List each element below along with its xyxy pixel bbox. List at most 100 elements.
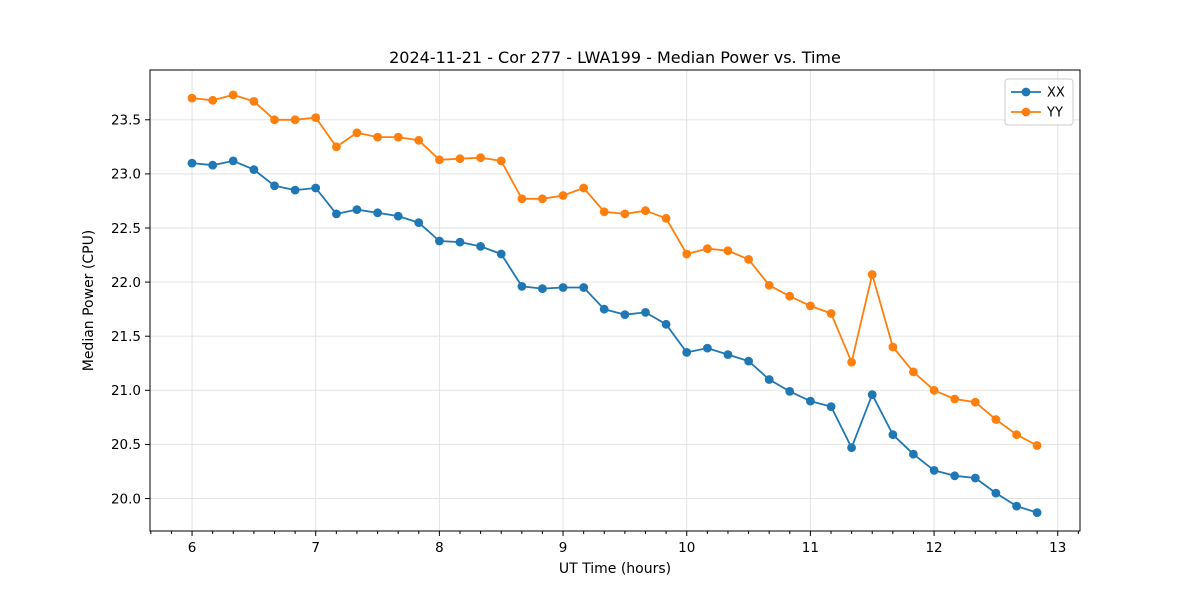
series-XX-marker — [744, 356, 753, 366]
series-YY-marker — [228, 90, 238, 100]
series-YY — [187, 90, 1042, 450]
series-XX-marker — [332, 209, 341, 219]
x-axis-label: UT Time (hours) — [559, 561, 671, 577]
series-YY-marker — [311, 113, 321, 122]
y-tick-label: 22.0 — [111, 275, 141, 291]
series-XX-marker — [1032, 508, 1042, 517]
series-XX-marker — [208, 160, 218, 170]
series-YY-marker — [764, 280, 774, 290]
series-XX-marker — [249, 165, 259, 175]
series-YY-marker — [187, 93, 197, 103]
y-tick-label: 23.0 — [111, 167, 141, 183]
series-YY-marker — [723, 246, 733, 256]
y-tick-label: 21.5 — [111, 329, 141, 345]
series-XX-marker — [393, 211, 403, 221]
tick-labels: 6 7 8 9 10 11 12 13 20.0 20.5 21.0 21.5 22.0 22.5 23.0… — [111, 113, 1066, 556]
y-tick-label: 20.5 — [111, 437, 141, 453]
series-YY-marker — [744, 255, 753, 264]
x-tick-label: 11 — [802, 540, 819, 556]
series-YY-marker — [888, 342, 898, 352]
series-YY-marker — [538, 194, 547, 204]
series-YY-marker — [517, 194, 527, 204]
series-YY-marker — [414, 135, 424, 145]
series-YY-marker — [373, 132, 382, 142]
series-YY-marker — [249, 97, 259, 106]
legend-label: XX — [1047, 86, 1065, 101]
series-XX-marker — [599, 304, 609, 314]
series-YY-marker — [826, 309, 836, 318]
series-XX-marker — [641, 308, 650, 317]
series-XX-marker — [270, 181, 279, 191]
legend-entry-YY: YY — [1011, 106, 1063, 121]
series-XX-marker — [620, 310, 630, 319]
series-YY-marker — [496, 156, 506, 166]
series-XX-marker — [187, 158, 197, 168]
series-XX-marker — [909, 449, 918, 459]
series-YY-marker — [352, 128, 362, 138]
series-YY-marker — [1032, 441, 1042, 450]
series-YY-marker — [1012, 430, 1021, 440]
series-YY-marker — [455, 154, 465, 164]
legend-marker — [1021, 87, 1031, 97]
y-tick-label: 22.5 — [111, 221, 141, 237]
legend-marker — [1021, 107, 1031, 117]
series-XX-marker — [764, 375, 774, 384]
y-tick-label: 21.0 — [111, 383, 141, 399]
series-XX-marker — [352, 205, 362, 215]
series-YY-marker — [929, 385, 939, 395]
series-XX-marker — [228, 156, 238, 166]
series-XX-marker — [929, 466, 939, 475]
series-YY-marker — [641, 206, 650, 216]
legend-entry-XX: XX — [1011, 86, 1065, 101]
series-YY-marker — [290, 115, 300, 125]
series-XX — [187, 156, 1042, 517]
series-XX-marker — [1012, 501, 1021, 511]
series-XX-marker — [311, 183, 321, 193]
series-YY-marker — [208, 95, 218, 105]
series-XX-marker — [435, 236, 444, 246]
x-tick-label: 12 — [925, 540, 942, 556]
x-tick-label: 7 — [311, 540, 320, 556]
series-YY-marker — [599, 207, 609, 217]
series-XX-marker — [579, 283, 589, 292]
series-XX-marker — [888, 430, 898, 440]
series-YY-marker — [661, 213, 671, 223]
x-tick-label: 13 — [1049, 540, 1066, 556]
x-tick-label: 8 — [435, 540, 444, 556]
series-XX-marker — [826, 402, 836, 411]
series-YY-marker — [579, 183, 589, 193]
series-XX-marker — [703, 343, 712, 353]
series-XX-marker — [558, 283, 568, 292]
series-YY-marker — [806, 301, 815, 311]
series-YY-marker — [476, 153, 485, 163]
series-XX-marker — [806, 396, 815, 406]
grid — [150, 70, 1080, 531]
series-YY-marker — [393, 132, 403, 142]
series-YY-marker — [950, 394, 960, 404]
legend-label: YY — [1046, 106, 1063, 121]
series-YY-marker — [991, 415, 1001, 424]
plot-frame — [149, 69, 1081, 532]
series-XX-marker — [517, 282, 527, 291]
series-YY-marker — [847, 357, 856, 367]
series-YY-line — [191, 94, 1038, 447]
series-XX-marker — [682, 348, 692, 357]
series-YY-marker — [558, 191, 568, 200]
y-tick-label: 20.0 — [111, 491, 141, 507]
series-XX-marker — [723, 350, 733, 359]
series-YY-marker — [867, 270, 877, 279]
series-XX-marker — [290, 185, 300, 195]
y-axis-label: Median Power (CPU) — [81, 230, 97, 372]
series-YY-marker — [620, 209, 630, 219]
x-tick-label: 10 — [678, 540, 695, 556]
series-XX-marker — [414, 218, 424, 228]
legend: XX YY — [1004, 78, 1074, 126]
ticks — [145, 119, 1079, 536]
series-YY-marker — [970, 397, 980, 407]
series-XX-marker — [867, 390, 877, 399]
series-YY-marker — [270, 115, 279, 125]
series-XX-line — [191, 159, 1038, 514]
series-XX-marker — [476, 242, 485, 251]
